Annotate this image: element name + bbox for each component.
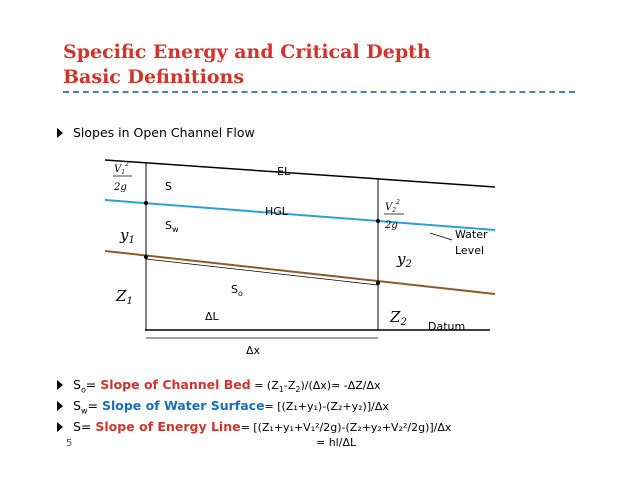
section-1-node [144,201,148,205]
sw-formula: = [(Z₁+y₁)-(Z₂+y₂)]/Δx [264,400,389,413]
svg-text:2g: 2g [384,220,398,231]
hgl-line [104,199,496,231]
delta-x-label: Δx [246,344,261,357]
title-divider [63,91,575,93]
bullet-triangle-icon [57,127,63,138]
s-name: Slope of Energy Line [95,419,241,434]
water-level-label-1: Water [455,228,488,241]
energy-line-label: EL [277,165,291,178]
delta-l-arrow [145,258,379,286]
s-formula-line-2: = hl/ΔL [316,436,357,449]
so-label: So [231,283,243,298]
water-level-pointer [429,232,453,241]
section-1-node [144,255,148,259]
bullet-so: So= Slope of Channel Bed = (Z1-Z2)/(Δx)=… [57,377,381,395]
bullet-s: S= Slope of Energy Line= [(Z₁+y₁+V₁²/2g)… [57,419,451,434]
delta-l-label: ΔL [205,310,220,323]
channel-bed-line [104,250,496,295]
y2-label: y2 [396,250,412,270]
z2-label: Z2 [389,308,407,328]
bullet-triangle-icon [57,421,63,432]
bullet-intro-text: Slopes in Open Channel Flow [73,125,255,140]
sw-label: Sw [165,219,179,234]
sw-name: Slope of Water Surface [101,398,265,413]
hgl-label: HGL [265,205,289,218]
bullet-triangle-icon [57,400,63,411]
svg-text:V12: V12 [114,161,129,176]
energy-line [104,159,496,188]
svg-text:V22: V22 [385,199,400,214]
title-line-2: Basic Definitions [63,66,245,88]
s-label: S [165,180,172,193]
datum-label: Datum [428,320,465,333]
bullet-intro: Slopes in Open Channel Flow [57,125,255,140]
bullet-triangle-icon [57,379,63,390]
bullet-sw: Sw= Slope of Water Surface= [(Z₁+y₁)-(Z₂… [57,398,389,416]
so-name: Slope of Channel Bed [100,377,251,392]
svg-text:2g: 2g [113,182,127,193]
s-formula: = [(Z₁+y₁+V₁²/2g)-(Z₂+y₂+V₂²/2g)]/Δx [240,421,452,434]
v1-head-label: V12 2g [113,161,132,193]
section-2-node [376,281,380,285]
v2-head-label: V22 2g [384,199,404,231]
y1-label: y1 [119,226,135,246]
z1-label: Z1 [115,287,133,307]
water-level-label-2: Level [455,244,484,257]
title-line-1: Specific Energy and Critical Depth [63,41,431,63]
section-2-node [376,219,380,223]
page-number: 5 [66,438,73,449]
slide-title: Specific Energy and Critical Depth Basic… [63,40,431,90]
